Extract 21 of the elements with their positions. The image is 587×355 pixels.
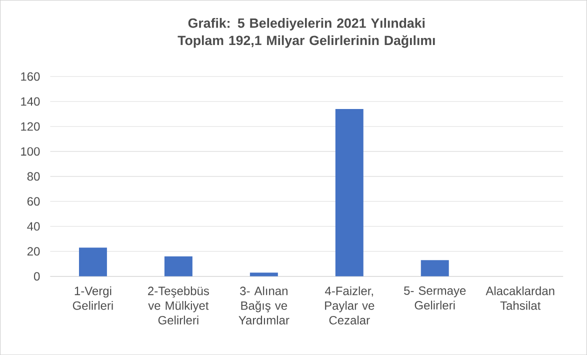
y-tick-label: 80 xyxy=(27,172,40,181)
y-tick-label: 60 xyxy=(27,197,40,206)
bar xyxy=(78,248,107,276)
y-tick-label: 40 xyxy=(27,222,40,231)
y-tick-label: 0 xyxy=(34,272,40,280)
bar xyxy=(420,260,449,276)
y-tick-label: 120 xyxy=(21,122,40,131)
x-tick-label: 3- Alınan Bağış ve Yardımlar xyxy=(238,286,290,324)
x-tick-label: 4-Faizler, Paylar ve Cezalar xyxy=(325,286,374,324)
x-tick-label: 1-Vergi Gelirleri xyxy=(72,286,113,310)
bar xyxy=(335,108,364,276)
x-tick-label: 5- Sermaye Gelirleri xyxy=(404,286,466,310)
x-tick-label: Alacaklardan Tahsilat xyxy=(486,286,554,310)
bar xyxy=(164,256,192,276)
chart-title: Grafik: 5 Belediyelerin 2021 Yılındaki Toplam 192,1 Milyar Gelirlerinin Dağılımı xyxy=(178,18,435,48)
y-tick-label: 140 xyxy=(21,97,40,106)
y-tick-label: 20 xyxy=(27,247,40,256)
y-tick-label: 100 xyxy=(21,147,40,156)
bar xyxy=(250,272,278,276)
x-tick-label: 2-Teşebbüs ve Mülkiyet Gelirleri xyxy=(148,286,209,324)
y-tick-label: 160 xyxy=(21,72,40,81)
